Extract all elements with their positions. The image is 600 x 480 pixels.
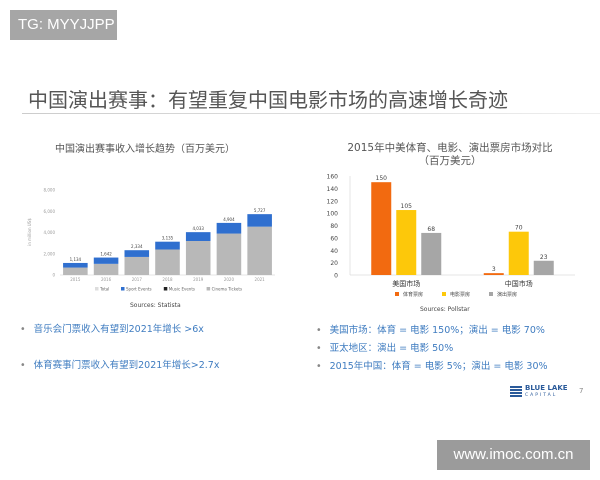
left-bullet-2-text: 体育赛事门票收入有望到2021年增长>2.7x [33,360,220,371]
legend-swatch [395,292,399,296]
logo-line1: BLUE LAKE [525,384,568,392]
y-tick-label: 0 [52,273,55,278]
y-tick-label: 100 [327,211,339,218]
bar-film [508,231,529,275]
watermark-tg: TG: MYYJJPP [10,10,117,40]
y-tick-label: 0 [334,273,338,280]
total-data-label: 1,642 [100,252,112,257]
y-tick-label: 80 [330,223,338,230]
x-tick-label: 2021 [255,277,266,282]
right-source-text: Sources: Pollstar [420,306,470,313]
left-chart-source: Sources: Statista [130,302,181,309]
box-office-comparison-chart: 0 20 40 60 80 100 120 140 160 150 105 68 美国市场 3 70 23 中国… [327,174,575,298]
logo-line2: CAPITAL [525,393,558,398]
total-data-label: 1,134 [70,257,82,262]
right-bullet-1: • 美国市场：体育 = 电影 150%；演出 = 电影 70% [316,325,545,336]
bar-performance [533,260,554,275]
bar-cinema-tickets [155,249,180,275]
right-bullet-1-text: 美国市场：体育 = 电影 150%；演出 = 电影 70% [329,325,545,336]
x-tick-label: 中国市场 [505,279,533,288]
legend-label: Music Events [169,287,195,292]
bar-performance [421,232,442,275]
x-tick-label: 美国市场 [392,279,420,288]
x-tick-label: 2017 [132,277,143,282]
right-chart-title: 2015年中美体育、电影、演出票房市场对比 [347,142,553,154]
x-tick-label: 2020 [224,277,235,282]
bar-sport-events [216,222,242,234]
bar-sport-events [247,214,272,227]
legend-swatch [442,292,446,296]
legend-label: 体育票房 [403,291,423,298]
x-tick-label: 2018 [162,277,173,282]
total-data-label: 4,904 [223,217,235,222]
y-tick-label: 4,000 [44,230,56,235]
legend-label: Sport Events [126,287,152,292]
y-tick-label: 140 [327,186,339,193]
left-chart-title: 中国演出赛事收入增长趋势（百万美元） [55,144,235,155]
legend-swatch [95,287,99,291]
bar-cinema-tickets [185,241,211,275]
title-divider [22,113,600,114]
y-tick-label: 40 [330,248,338,255]
total-data-label: 4,033 [192,226,204,231]
y-axis-label: in million US$ [27,218,32,246]
bar-cinema-tickets [63,267,88,275]
right-bullet-2-text: 亚太地区：演出 = 电影 50% [329,343,454,354]
data-label: 68 [427,226,435,233]
bar-sport-events [155,241,180,250]
total-data-label: 3,135 [162,236,174,241]
left-bullet-1-text: 音乐会门票收入有望到2021年增长 >6x [33,324,204,335]
right-bullet-3-text: 2015年中国：体育 = 电影 5%；演出 = 电影 30% [329,361,548,372]
right-bullet-3: • 2015年中国：体育 = 电影 5%；演出 = 电影 30% [316,361,548,372]
bar-cinema-tickets [124,256,150,275]
left-bullet-2: • 体育赛事门票收入有望到2021年增长>2.7x [20,360,220,371]
x-tick-label: 2015 [70,277,81,282]
watermark-site: www.imoc.com.cn [437,440,590,470]
left-bullet-1: • 音乐会门票收入有望到2021年增长 >6x [20,324,204,335]
right-chart-subtitle: （百万美元） [418,155,482,167]
data-label: 70 [515,225,523,232]
data-label: 23 [540,254,548,261]
bar-sport-events [63,262,88,268]
legend-label: Total [99,287,109,292]
bar-cinema-tickets [93,263,119,275]
legend-swatch [206,287,211,291]
legend-swatch [163,287,168,291]
y-tick-label: 60 [330,235,338,242]
bar-sport-events [93,257,119,264]
data-label: 3 [492,266,496,273]
bar-film [396,210,417,275]
y-tick-label: 120 [327,198,339,205]
bar-sports [483,273,504,275]
x-tick-label: 2019 [193,277,204,282]
x-tick-label: 2016 [101,277,112,282]
bar-sport-events [185,232,211,241]
bar-sport-events [124,250,150,257]
bar-cinema-tickets [216,233,242,275]
logo-mark-icon [510,386,522,398]
blue-lake-logo: BLUE LAKE CAPITAL [510,384,570,400]
bar-sports [371,182,392,275]
y-tick-label: 160 [327,174,339,181]
legend-label: 电影票房 [450,291,470,298]
legend-swatch [489,292,493,296]
legend-label: Cinema Tickets [212,287,242,292]
y-tick-label: 20 [330,260,338,267]
page-number: 7 [579,387,584,395]
revenue-growth-chart: in million US$ 0 2,000 4,000 6,000 8,000 1,134… [27,188,275,292]
y-tick-label: 6,000 [44,209,56,214]
bar-cinema-tickets [247,226,272,275]
total-data-label: 5,727 [254,208,266,213]
data-label: 150 [376,175,388,182]
y-tick-label: 2,000 [44,251,56,256]
data-label: 105 [401,203,413,210]
slide-title: 中国演出赛事：有望重复中国电影市场的高速增长奇迹 [28,88,508,112]
total-data-label: 2,334 [131,244,143,249]
right-bullet-2: • 亚太地区：演出 = 电影 50% [316,343,454,354]
y-tick-label: 8,000 [44,188,56,193]
legend-label: 演出票房 [497,291,517,298]
right-chart-source: Sources: Pollstar [420,306,470,313]
legend-swatch [121,287,125,291]
